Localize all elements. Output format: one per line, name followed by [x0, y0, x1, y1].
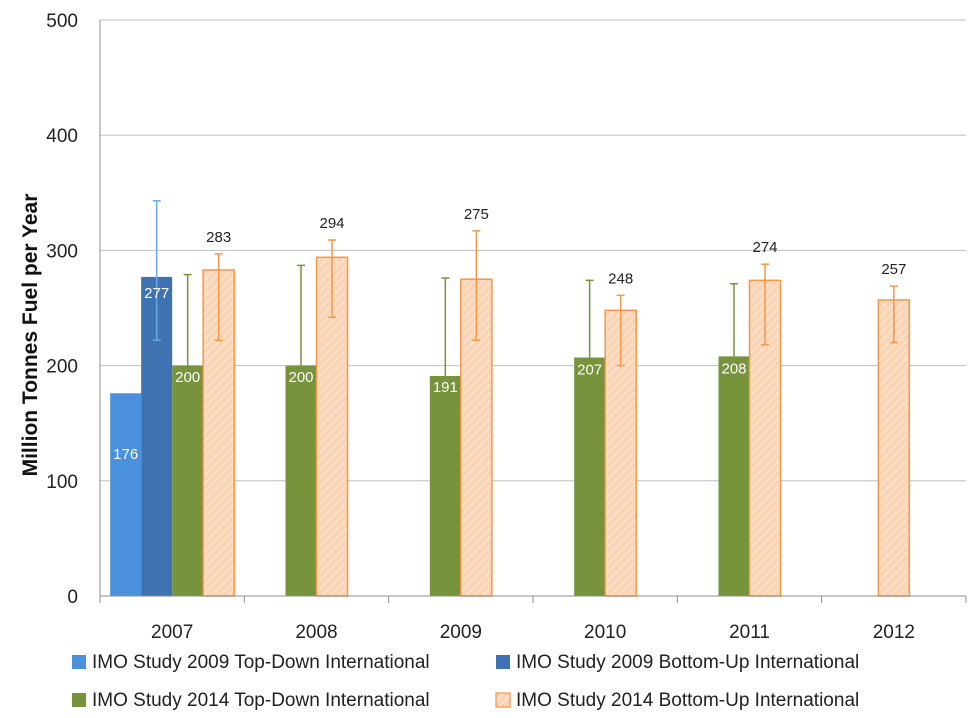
bar-1-2007 [110, 393, 142, 596]
legend-label: IMO Study 2014 Bottom-Up International [516, 690, 859, 711]
data-label: 191 [433, 379, 458, 396]
data-labels: 176 277 200 283 200 294 191 275 207 248 208 274 257 [113, 206, 906, 463]
bar-4-2012 [877, 299, 911, 597]
legend-label: IMO Study 2009 Top-Down International [92, 652, 430, 673]
legend-swatch [495, 692, 511, 708]
data-label: 200 [288, 369, 313, 386]
y-tick-label: 300 [46, 241, 78, 262]
data-label: 274 [752, 239, 777, 256]
bar-3-2007 [172, 365, 204, 596]
data-label: 248 [608, 270, 633, 287]
x-tick-label: 2010 [584, 622, 626, 643]
axes: 0 100 200 300 400 500 2007 2008 2009 2010 2011 2012 [46, 11, 967, 643]
data-label: 176 [113, 446, 138, 463]
legend-swatch [72, 693, 86, 707]
legend-label: IMO Study 2014 Top-Down International [92, 690, 430, 711]
legend-label: IMO Study 2009 Bottom-Up International [516, 652, 859, 673]
y-tick-label: 400 [46, 126, 78, 147]
x-tick-label: 2011 [729, 622, 770, 643]
x-tick-label: 2008 [295, 622, 337, 643]
data-label: 283 [206, 229, 231, 246]
x-tick-label: 2012 [873, 622, 915, 643]
data-label: 257 [881, 261, 906, 278]
legend: IMO Study 2009 Top-Down International IMO… [72, 652, 859, 711]
data-label: 277 [144, 285, 169, 302]
y-tick-label: 500 [46, 11, 78, 32]
gridlines [100, 19, 966, 482]
bar-3-2009 [429, 375, 461, 596]
y-tick-label: 100 [46, 472, 78, 493]
error-bars [152, 200, 898, 376]
y-axis-title: Million Tonnes Fuel per Year [19, 194, 42, 477]
data-label: 207 [577, 361, 602, 378]
data-label: 294 [319, 215, 344, 232]
y-tick-label: 0 [67, 587, 78, 608]
data-label: 275 [464, 206, 489, 223]
x-tick-label: 2009 [440, 622, 482, 643]
bars [110, 256, 911, 597]
data-label: 208 [721, 360, 746, 377]
bar-3-2008 [285, 365, 317, 596]
bar-3-2010 [574, 357, 606, 596]
y-tick-label: 200 [46, 357, 78, 378]
legend-swatch [496, 655, 510, 669]
bar-3-2011 [718, 356, 750, 596]
x-tick-label: 2007 [151, 622, 193, 643]
legend-swatch [72, 655, 86, 669]
data-label: 200 [175, 369, 200, 386]
